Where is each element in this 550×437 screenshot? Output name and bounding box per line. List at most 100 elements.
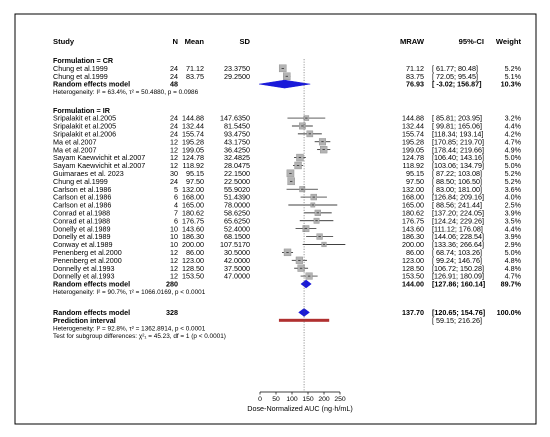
- overall-summary-label: Random effects model: [53, 308, 130, 317]
- study-mraw: 71.12: [406, 64, 424, 73]
- study-name: Chung et al.1999: [53, 64, 108, 73]
- study-ci: [178.44; 219.66]: [432, 145, 484, 154]
- study-mraw: 195.28: [402, 137, 424, 146]
- study-mean: 200.00: [182, 240, 204, 249]
- study-sd: 147.6350: [220, 114, 250, 123]
- header-n: N: [173, 37, 178, 46]
- subgroup-title: Formulation = IR: [53, 106, 111, 115]
- study-sd: 23.3750: [224, 64, 250, 73]
- study-sd: 52.4000: [224, 224, 250, 233]
- overall-summary-n: 328: [166, 308, 178, 317]
- study-ci: [133.36; 266.64]: [432, 240, 484, 249]
- study-name: Chung et al.1999: [53, 177, 108, 186]
- study-ci: [ 85.81; 203.95]: [432, 114, 482, 123]
- subgroup-summary-diamond: [300, 279, 312, 289]
- study-sd: 93.4750: [224, 129, 250, 138]
- study-weight: 2.9%: [505, 240, 522, 249]
- study-n: 10: [170, 224, 178, 233]
- study-mean: 180.62: [182, 208, 204, 217]
- study-n: 12: [170, 153, 178, 162]
- study-mean: 118.92: [183, 161, 204, 170]
- subgroup-heterogeneity: Heterogeneity: I² = 90.7%, τ² = 1066.016…: [53, 289, 206, 296]
- study-name: Donelly et al.1989: [53, 232, 111, 241]
- study-sd: 42.0000: [224, 256, 250, 265]
- study-sd: 65.6250: [224, 216, 250, 225]
- study-name: Sayam Kaewvichit et al.2007: [53, 161, 145, 170]
- study-ci: [137.20; 224.05]: [432, 208, 484, 217]
- study-name: Guimaraes et al. 2023: [53, 169, 124, 178]
- study-ci: [126.91; 180.09]: [432, 272, 484, 281]
- study-n: 24: [170, 122, 178, 131]
- study-n: 12: [170, 256, 178, 265]
- study-sd: 47.0000: [224, 272, 250, 281]
- subgroup-summary-n: 280: [166, 280, 178, 289]
- study-weight: 5.2%: [505, 177, 522, 186]
- study-sd: 37.5000: [224, 264, 250, 273]
- subgroup-title: Formulation = CR: [53, 56, 114, 65]
- study-n: 12: [170, 272, 178, 281]
- study-sd: 68.1500: [224, 232, 250, 241]
- overall-heterogeneity: Heterogeneity: I² = 92.8%, τ² = 1362.891…: [53, 325, 206, 332]
- study-mraw: 199.05: [402, 145, 424, 154]
- study-mraw: 144.88: [402, 114, 424, 123]
- study-weight: 4.8%: [505, 256, 522, 265]
- study-mean: 86.00: [186, 248, 204, 257]
- study-mean: 123.00: [182, 256, 204, 265]
- header-weight: Weight: [496, 37, 522, 46]
- study-ci: [106.72; 150.28]: [432, 264, 484, 273]
- study-weight: 2.5%: [505, 201, 522, 210]
- study-n: 12: [170, 137, 178, 146]
- study-mraw: 95.15: [406, 169, 424, 178]
- x-tick-label: 250: [334, 396, 346, 403]
- study-weight: 5.0%: [505, 153, 522, 162]
- study-n: 12: [170, 264, 178, 273]
- study-mraw: 118.92: [403, 161, 424, 170]
- study-n: 6: [174, 193, 178, 202]
- x-tick-label: 200: [318, 396, 330, 403]
- subgroup-summary-label: Random effects model: [53, 80, 130, 89]
- study-mean: 97.50: [186, 177, 204, 186]
- study-mean: 176.75: [182, 216, 204, 225]
- prediction-interval-bar: [278, 318, 330, 322]
- subgroup-summary-ci: [127.86; 160.14]: [432, 280, 485, 289]
- study-n: 6: [174, 216, 178, 225]
- study-n: 30: [170, 169, 178, 178]
- study-mraw: 128.50: [402, 264, 424, 273]
- study-n: 24: [170, 72, 178, 81]
- overall-summary-ci: [120.65; 154.76]: [432, 308, 485, 317]
- study-name: Sripalakit et al.2006: [53, 129, 116, 138]
- study-mraw: 153.50: [402, 272, 424, 281]
- study-mean: 132.00: [182, 185, 204, 194]
- study-mraw: 86.00: [406, 248, 424, 257]
- study-weight: 4.7%: [505, 272, 522, 281]
- study-mean: 186.30: [182, 232, 204, 241]
- study-ci: [103.06; 134.79]: [432, 161, 484, 170]
- subgroup-summary-mraw: 76.93: [406, 80, 424, 89]
- study-mraw: 97.50: [406, 177, 424, 186]
- header-mraw: MRAW: [400, 37, 425, 46]
- subgroup-summary-label: Random effects model: [53, 280, 130, 289]
- study-sd: 43.1750: [224, 137, 250, 146]
- study-mraw: 155.74: [402, 129, 424, 138]
- study-ci: [ 83.00; 181.00]: [432, 185, 482, 194]
- study-weight: 4.0%: [505, 193, 522, 202]
- study-mean: 165.00: [182, 201, 204, 210]
- study-mean: 95.15: [186, 169, 204, 178]
- study-ci: [106.40; 143.16]: [432, 153, 484, 162]
- study-n: 12: [170, 161, 178, 170]
- study-name: Sripalakit et al.2005: [53, 114, 116, 123]
- study-mean: 128.50: [182, 264, 204, 273]
- study-mean: 132.44: [182, 122, 204, 131]
- study-mraw: 176.75: [402, 216, 424, 225]
- study-ci: [ 61.77; 80.48]: [432, 64, 478, 73]
- study-sd: 51.4390: [224, 193, 250, 202]
- study-ci: [124.24; 229.26]: [432, 216, 484, 225]
- study-sd: 30.5000: [224, 248, 250, 257]
- study-name: Sayam Kaewvichit et al.2007: [53, 153, 145, 162]
- study-sd: 36.4250: [224, 145, 250, 154]
- subgroup-heterogeneity: Heterogeneity: I² = 63.4%, τ² = 50.4880,…: [53, 89, 199, 96]
- study-n: 24: [170, 114, 178, 123]
- x-tick-label: 150: [302, 396, 314, 403]
- study-mraw: 143.60: [402, 224, 424, 233]
